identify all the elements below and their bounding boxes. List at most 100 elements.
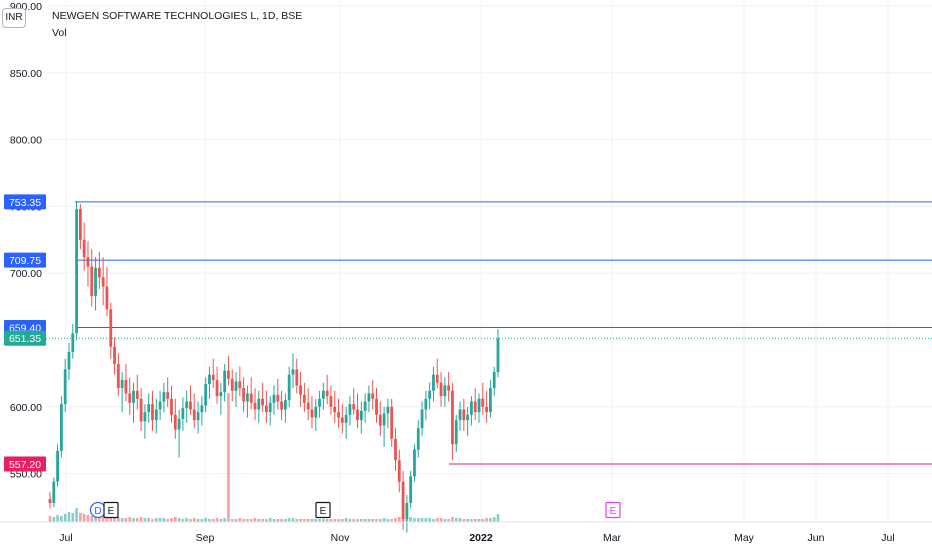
- candle: [356, 393, 359, 429]
- candle: [432, 366, 435, 402]
- candle-body: [340, 417, 344, 423]
- candle-body: [310, 409, 314, 418]
- volume-bar: [151, 519, 154, 522]
- volume-bar: [120, 518, 124, 522]
- volume-bar: [257, 519, 261, 522]
- volume-bar: [394, 518, 397, 522]
- candle-body: [208, 374, 211, 385]
- volume-bar: [63, 514, 67, 522]
- volume-bar: [360, 519, 363, 522]
- volume-indicator-label[interactable]: Vol: [52, 27, 67, 39]
- candle-body: [397, 460, 401, 482]
- candle: [462, 398, 466, 431]
- volume-bar: [473, 519, 477, 522]
- volume-bar: [492, 517, 496, 522]
- candle-body: [238, 381, 242, 389]
- dividend-marker[interactable]: D: [89, 501, 107, 519]
- candle: [113, 337, 116, 375]
- candle-body: [192, 409, 196, 421]
- volume-bar: [67, 512, 71, 522]
- price-level-badge: [4, 330, 46, 346]
- candle-body: [139, 398, 143, 422]
- candle: [458, 401, 462, 431]
- candle-body: [189, 401, 192, 410]
- volume-bar: [462, 519, 466, 522]
- volume-bar: [155, 518, 158, 522]
- candle: [257, 390, 261, 423]
- candle-body: [276, 394, 280, 402]
- candle-body: [386, 406, 390, 414]
- volume-bar: [409, 517, 412, 522]
- candle: [299, 372, 302, 407]
- volume-bar: [329, 519, 333, 522]
- candle-body: [299, 385, 302, 395]
- candle-body: [242, 388, 246, 402]
- candle-body: [416, 428, 420, 450]
- candle: [401, 470, 405, 530]
- volume-bar: [379, 519, 382, 522]
- candle: [329, 385, 333, 415]
- volume-bar: [325, 519, 329, 522]
- candle-body: [409, 476, 413, 503]
- volume-bar: [382, 518, 386, 522]
- candle-body: [344, 414, 348, 423]
- candle-body: [268, 402, 272, 413]
- candle-body: [325, 390, 329, 397]
- y-tick-label: 700.00: [10, 268, 42, 280]
- candle-body: [97, 267, 101, 278]
- candle-body: [473, 401, 477, 413]
- volume-bar: [375, 519, 378, 522]
- volume-bar: [71, 513, 75, 522]
- candle-body: [481, 398, 485, 407]
- candle: [276, 378, 280, 410]
- volume-bar: [435, 518, 439, 522]
- candle-body: [378, 414, 382, 426]
- candle-body: [71, 333, 75, 353]
- candle: [204, 377, 208, 413]
- candle-body: [151, 404, 154, 421]
- earnings-marker[interactable]: E: [315, 501, 331, 519]
- candle: [390, 398, 394, 447]
- candle: [306, 388, 310, 421]
- candle: [120, 372, 124, 413]
- volume-bar: [416, 518, 420, 522]
- candle: [420, 401, 424, 437]
- candle-body: [185, 401, 189, 409]
- candle-body: [462, 409, 466, 421]
- candle: [52, 477, 56, 507]
- candle: [435, 358, 439, 389]
- candle: [340, 404, 344, 434]
- earnings-marker[interactable]: E: [103, 501, 119, 519]
- volume-bar: [363, 519, 367, 522]
- candle-body: [302, 394, 306, 403]
- candle: [238, 366, 242, 397]
- candle-body: [295, 369, 299, 386]
- candle: [287, 366, 291, 407]
- candle: [318, 390, 321, 418]
- candle: [314, 398, 318, 431]
- candle: [211, 358, 215, 389]
- candle: [105, 266, 109, 316]
- candle: [82, 222, 86, 271]
- candle: [234, 372, 238, 407]
- marker-label: E: [320, 506, 327, 517]
- candle: [227, 356, 230, 386]
- candle: [454, 414, 458, 453]
- earnings-marker[interactable]: E: [605, 501, 621, 519]
- candle: [139, 388, 143, 431]
- volume-bar: [485, 518, 488, 522]
- currency-badge[interactable]: INR: [2, 8, 26, 28]
- candle-body: [272, 394, 276, 403]
- candle: [492, 366, 496, 397]
- volume-bar: [101, 517, 105, 522]
- volume-bar: [428, 518, 431, 522]
- candle-body: [154, 409, 158, 421]
- candle-body: [333, 406, 337, 413]
- volume-bar: [341, 519, 344, 522]
- candle: [101, 257, 105, 306]
- volume-bar: [322, 519, 325, 522]
- volume-bar: [261, 519, 264, 522]
- candle-body: [200, 405, 204, 413]
- candle-body: [63, 369, 67, 405]
